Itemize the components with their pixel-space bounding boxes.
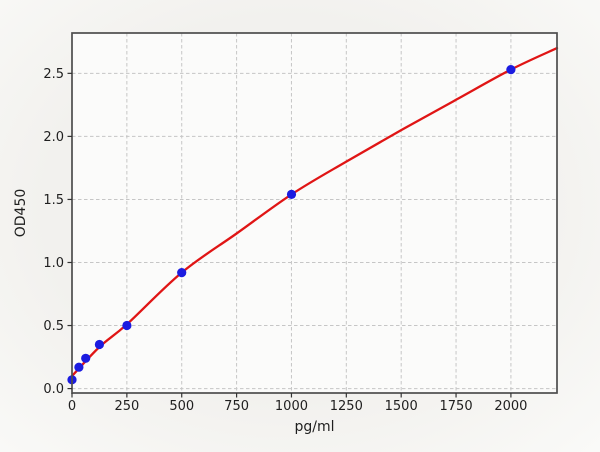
x-tick-label: 0 <box>68 399 76 414</box>
x-tick-label: 1250 <box>330 399 363 414</box>
data-point <box>74 362 84 372</box>
x-tick-label: 1500 <box>385 399 418 414</box>
chart-generated-layer: 0 250 500 750 1000 1250 1500 1750 2000 0.0 0.5 1.0 1… <box>43 32 559 414</box>
data-point <box>122 320 132 331</box>
x-tick-label: 750 <box>224 399 249 414</box>
x-tick-label: 1750 <box>440 399 473 414</box>
data-point <box>506 65 516 75</box>
y-tick-label: 2.5 <box>43 67 64 82</box>
y-tick-label: 0.0 <box>43 382 64 397</box>
x-tick-label: 500 <box>169 399 194 414</box>
data-point <box>177 268 187 278</box>
y-tick-label: 1.5 <box>43 193 64 208</box>
x-tick-label: 2000 <box>494 399 527 414</box>
x-tick-label: 1000 <box>275 399 308 414</box>
y-axis-label: OD450 <box>13 189 29 238</box>
plot-area <box>72 33 557 393</box>
axes-spines <box>71 32 558 394</box>
data-point <box>81 353 91 363</box>
x-axis-label: pg/ml <box>294 419 334 435</box>
y-tick-label: 2.0 <box>43 130 64 145</box>
data-point <box>286 189 297 199</box>
y-tick-label: 0.5 <box>43 319 64 334</box>
data-point <box>94 339 104 350</box>
y-tick-label: 1.0 <box>43 256 64 271</box>
x-tick-label: 250 <box>114 399 139 414</box>
